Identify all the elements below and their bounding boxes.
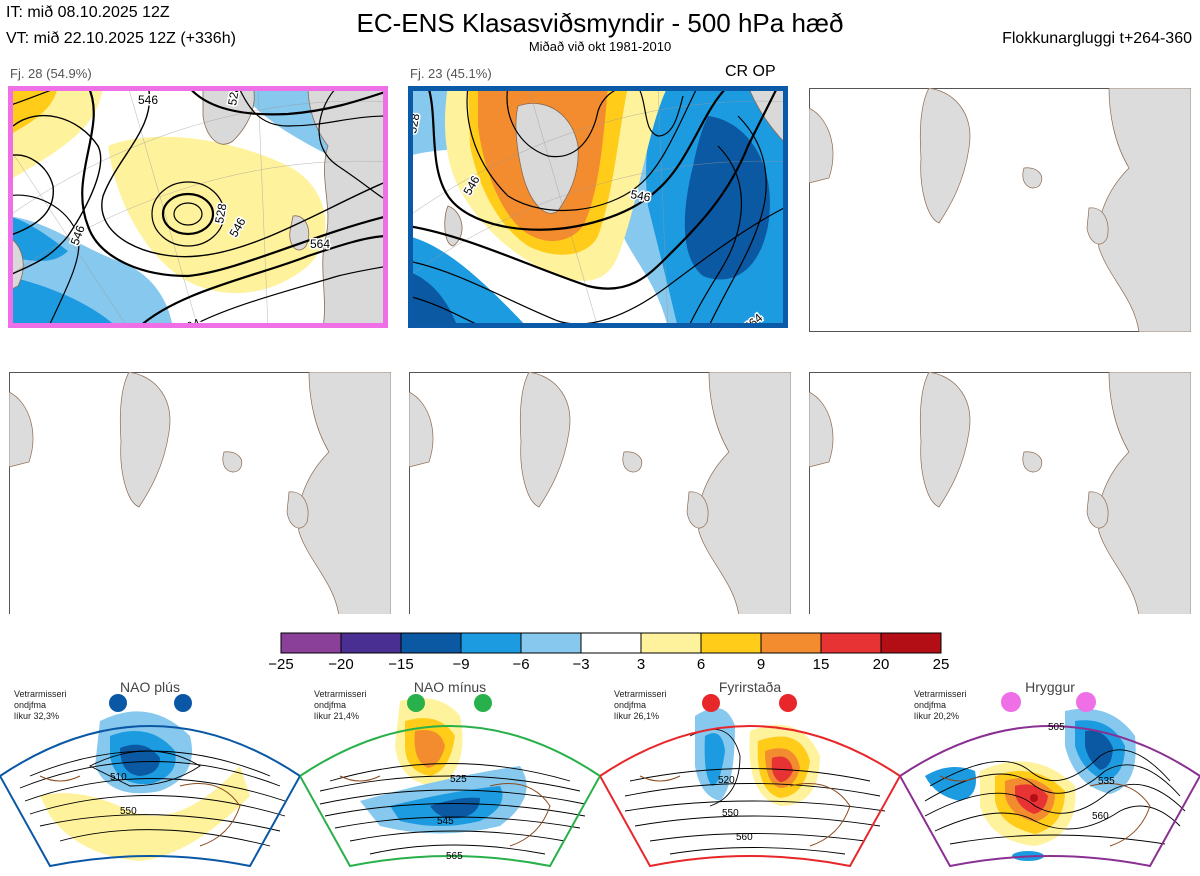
init-time: IT: mið 08.10.2025 12Z <box>6 4 170 21</box>
contour-label: 546 <box>138 93 158 107</box>
cluster-6-map[interactable] <box>809 372 1191 614</box>
colorbar-tick-label: 25 <box>932 656 950 673</box>
page-title: EC-ENS Klasasviðsmyndir - 500 hPa hæð <box>356 8 844 38</box>
regime-note: Vetrarmisseri ondjfma líkur 21,4% <box>314 689 367 721</box>
regime-contour-label: 565 <box>446 851 463 862</box>
colorbar-swatch <box>280 632 342 654</box>
colorbar-swatch <box>520 632 582 654</box>
regime-ridge: 505 535 560 Hryggur Vetrarmisseri ondjfma… <box>898 676 1200 871</box>
colorbar-tick-label: 6 <box>696 656 706 673</box>
cluster-1-map[interactable]: 546 528 546 564 564 546 528 <box>8 86 388 328</box>
colorbar-swatch <box>400 632 462 654</box>
regime-contour-label: 550 <box>722 808 739 819</box>
regime-marker <box>109 694 127 712</box>
cluster-5-map[interactable] <box>409 372 791 614</box>
regime-contour-label: 560 <box>736 832 753 843</box>
regime-note: Vetrarmisseri ondjfma líkur 32,3% <box>14 689 67 721</box>
colorbar-tick-label: −25 <box>268 656 294 673</box>
anomaly-negative-core <box>684 116 770 280</box>
regime-nao-plus: 510 550 NAO plús Vetrarmisseri ondjfma lík… <box>0 676 302 871</box>
cluster-4-map[interactable] <box>9 372 391 614</box>
base-map <box>809 88 1191 332</box>
regime-contour-label: 545 <box>437 816 454 827</box>
base-map <box>409 372 791 614</box>
colorbar-tick-label: 3 <box>636 656 646 673</box>
regime-contour-label: 525 <box>450 774 467 785</box>
regime-note: Vetrarmisseri ondjfma líkur 20,2% <box>914 689 967 721</box>
cluster-2-label: Fj. 23 (45.1%) <box>410 66 492 81</box>
control-run-tag: CR OP <box>725 63 776 80</box>
regime-title: NAO plús <box>120 679 180 695</box>
colorbar-tick-label: −15 <box>388 656 414 673</box>
anomaly-negative-sw-edge <box>8 276 118 328</box>
colorbar-swatch <box>700 632 762 654</box>
regime-contour-label: 550 <box>120 806 137 817</box>
colorbar-tick-label: −9 <box>452 656 470 673</box>
colorbar-tick-label: 15 <box>812 656 830 673</box>
regime-marker <box>1001 692 1021 712</box>
cluster-3-map[interactable] <box>809 88 1191 332</box>
anomaly-negative-sw-core <box>408 271 458 328</box>
regime-contour-label: 560 <box>1092 811 1109 822</box>
colorbar-swatch <box>880 632 942 654</box>
height-contours <box>8 86 388 328</box>
regime-marker <box>174 694 192 712</box>
valid-time: VT: mið 22.10.2025 12Z (+336h) <box>6 30 236 47</box>
height-contours <box>408 86 788 328</box>
contour-label: 564 <box>310 237 330 251</box>
cluster-2-map[interactable]: 528 546 546 564 <box>408 86 788 328</box>
contour-label: 546 <box>629 187 651 204</box>
anomaly-colorbar <box>280 632 942 654</box>
classification-window: Flokkunargluggi t+264-360 <box>1002 30 1192 47</box>
regime-marker <box>1076 692 1096 712</box>
colorbar-swatch <box>640 632 702 654</box>
colorbar-tick-label: −3 <box>572 656 590 673</box>
colorbar-swatch <box>460 632 522 654</box>
regime-title: Hryggur <box>1025 679 1075 695</box>
cluster-frame <box>8 86 388 328</box>
colorbar-tick-label: −6 <box>512 656 530 673</box>
regime-contour-label: 505 <box>1048 722 1065 733</box>
regime-nao-minus: 525 545 565 NAO mínus Vetrarmisseri ondjf… <box>298 676 602 871</box>
regime-title: Fyrirstaða <box>718 679 782 695</box>
regime-contour-label: 535 <box>1098 776 1115 787</box>
regime-contour-label: 520 <box>718 775 735 786</box>
colorbar-tick-label: −20 <box>328 656 354 673</box>
contour-label: 528 <box>212 202 229 224</box>
colorbar-tick-label: 9 <box>756 656 766 673</box>
colorbar-swatch <box>340 632 402 654</box>
colorbar-swatch <box>580 632 642 654</box>
regime-marker <box>407 694 425 712</box>
regime-marker <box>474 694 492 712</box>
regime-note: Vetrarmisseri ondjfma líkur 26,1% <box>614 689 667 721</box>
colorbar-swatch <box>820 632 882 654</box>
land-masses <box>8 86 388 328</box>
regime-title: NAO mínus <box>413 679 487 695</box>
anomaly-negative-sw-core <box>8 216 68 261</box>
regime-contour-label: 510 <box>110 772 127 783</box>
colorbar-tick-label: 20 <box>872 656 890 673</box>
regime-marker <box>702 694 720 712</box>
base-map <box>809 372 1191 614</box>
regime-marker <box>779 694 797 712</box>
contour-label: 528 <box>225 86 242 107</box>
page-subtitle: Miðað við okt 1981-2010 <box>528 39 672 54</box>
base-map <box>9 372 391 614</box>
colorbar-swatch <box>760 632 822 654</box>
cluster-frame <box>408 86 788 328</box>
anomaly-positive-strong <box>8 86 58 136</box>
regime-blocking: 520 550 560 Fyrirstaða Vetrarmisseri ondj… <box>598 676 902 871</box>
cluster-1-label: Fj. 28 (54.9%) <box>10 66 92 81</box>
